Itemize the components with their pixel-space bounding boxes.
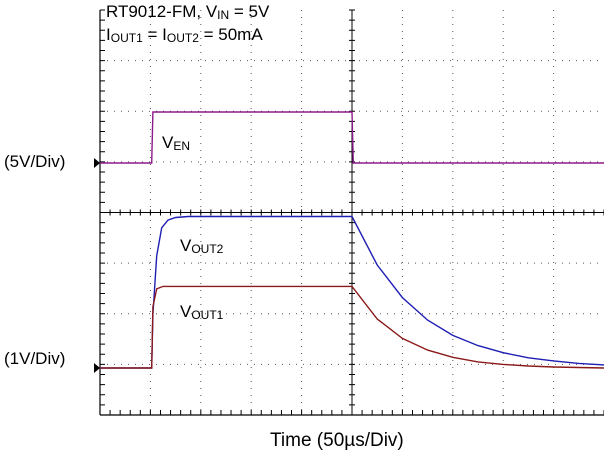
x-axis-label: Time (50µs/Div)	[270, 430, 404, 451]
title-line-2: IOUT1 = IOUT2 = 50mA	[106, 25, 263, 46]
trace-label-vout1: VOUT1	[180, 302, 224, 322]
trace-lower-0	[100, 215, 604, 369]
title-part: RT9012-FM, V	[106, 2, 218, 21]
title-load-mid: = I	[142, 25, 167, 44]
title-part-value: = 5V	[229, 2, 270, 21]
trace-label-vout2: VOUT2	[180, 236, 224, 256]
title-part-sub: IN	[217, 8, 230, 22]
lower-panel-ylabel: (1V/Div)	[4, 349, 66, 368]
title-line-1: RT9012-FM, VIN = 5V	[106, 2, 269, 23]
trace-lower-1	[100, 285, 604, 369]
title-load-i1: I	[106, 25, 111, 44]
title-load-i1-sub: OUT1	[110, 31, 143, 45]
trace-upper-0	[100, 111, 604, 164]
channel-marker-upper	[94, 158, 100, 168]
trace-label-ven: VEN	[162, 133, 191, 153]
title-load-i2-sub: OUT2	[166, 31, 199, 45]
upper-panel-ylabel: (5V/Div)	[4, 152, 66, 171]
channel-marker-lower	[94, 363, 100, 373]
title-load-value: = 50mA	[198, 25, 263, 44]
